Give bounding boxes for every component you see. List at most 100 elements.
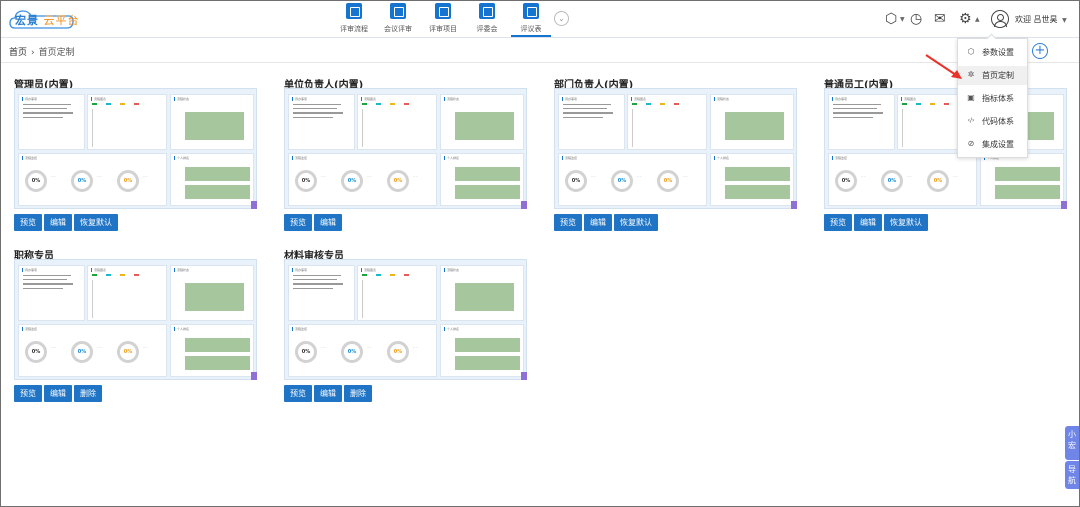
edit-button[interactable]: 编辑: [44, 214, 72, 231]
thumb-flow-pane: 流程状态: [170, 265, 254, 321]
thumb-tasks-pane: 待办事项: [288, 265, 355, 321]
legend-swatch: [376, 274, 381, 276]
caret-down-icon[interactable]: ▼: [900, 16, 905, 23]
menu-item-integration[interactable]: ⊘ 集成设置: [958, 135, 1027, 154]
ring-label: — —: [413, 347, 418, 349]
welcome-text: 欢迎 吕世昊: [1015, 15, 1058, 24]
edit-button[interactable]: 编辑: [44, 385, 72, 402]
thumb-tasks-title: 待办事项: [292, 97, 307, 101]
edit-button[interactable]: 编辑: [314, 214, 342, 231]
delete-button[interactable]: 删除: [344, 385, 372, 402]
progress-ring: 0%: [387, 341, 409, 363]
ring-label: — —: [953, 176, 958, 178]
breadcrumb: 首页 › 首页定制: [9, 45, 75, 58]
template-thumbnail[interactable]: 待办事项 流程图表 流程状态 流程监控 0% — — 0% — —: [284, 259, 527, 380]
progress-ring: 0%: [71, 170, 93, 192]
template-thumbnail[interactable]: 待办事项 流程图表 流程状态 流程监控 0% — — 0% — —: [824, 88, 1067, 209]
legend-swatch: [106, 103, 111, 105]
restore-default-button[interactable]: 恢复默认: [614, 214, 658, 231]
legend-swatch: [376, 103, 381, 105]
legend-swatch: [120, 274, 125, 276]
thumb-person-title: 个人排名: [444, 156, 459, 160]
preview-button[interactable]: 预览: [554, 214, 582, 231]
ring-label: — —: [907, 176, 912, 178]
card-title: 部门负责人(内置): [554, 80, 634, 91]
ring-label: — —: [97, 176, 102, 178]
clock-icon[interactable]: ◷: [910, 11, 923, 27]
thumb-side-tab: [251, 372, 257, 380]
thumb-ring-pane: 流程监控 0% — — 0% — — 0% — —: [288, 153, 437, 206]
thumb-ring-pane: 流程监控 0% — — 0% — — 0% — —: [558, 153, 707, 206]
edit-button[interactable]: 编辑: [854, 214, 882, 231]
menu-item-code[interactable]: ‹/› 代码体系: [958, 112, 1027, 131]
progress-ring: 0%: [927, 170, 949, 192]
thumb-flow-pane: 流程状态: [170, 94, 254, 150]
ring-label: — —: [143, 176, 148, 178]
side-tab-assistant[interactable]: 小宏: [1065, 426, 1079, 460]
nav-committee[interactable]: 评委会: [467, 3, 507, 37]
logo-text[interactable]: 宏景 云平台: [15, 12, 80, 28]
chart-axis: [632, 109, 633, 147]
progress-ring: 0%: [341, 170, 363, 192]
side-tab-navigation[interactable]: 导航: [1065, 461, 1079, 489]
nav-review-process[interactable]: 评审流程: [334, 3, 374, 37]
template-thumbnail[interactable]: 待办事项 流程图表 流程状态 流程监控 0% — — 0% — —: [554, 88, 797, 209]
thumb-person-title: 个人排名: [984, 156, 999, 160]
card-button-group: 预览 编辑 恢复默认: [554, 214, 660, 233]
puzzle-icon: ✲: [967, 70, 975, 79]
template-thumbnail[interactable]: 待办事项 流程图表 流程状态 流程监控 0% — — 0% — —: [284, 88, 527, 209]
legend-swatch: [674, 103, 679, 105]
thumb-green-bar: [725, 167, 790, 181]
preview-button[interactable]: 预览: [824, 214, 852, 231]
nav-more-chevron-icon[interactable]: ⌄: [554, 11, 569, 26]
settings-gear-icon[interactable]: ⚙: [959, 11, 972, 27]
menu-item-params[interactable]: ⬡ 参数设置: [958, 43, 1027, 62]
restore-default-button[interactable]: 恢复默认: [884, 214, 928, 231]
network-icon[interactable]: ⬡: [885, 11, 898, 27]
meeting-icon: [390, 3, 406, 19]
menu-item-indicator[interactable]: ▣ 指标体系: [958, 89, 1027, 108]
progress-ring: 0%: [71, 341, 93, 363]
cloud-logo-icon: [9, 10, 74, 29]
preview-button[interactable]: 预览: [14, 385, 42, 402]
nav-review-project[interactable]: 评审项目: [423, 3, 463, 37]
menu-item-homepage-custom[interactable]: ✲ 首页定制: [958, 66, 1027, 85]
progress-ring: 0%: [611, 170, 633, 192]
nav-evaluation-form[interactable]: 评议表: [511, 3, 551, 37]
breadcrumb-home[interactable]: 首页: [9, 48, 28, 58]
template-thumbnail[interactable]: 待办事项 流程图表 流程状态 流程监控 0% — — 0% — —: [14, 259, 257, 380]
user-caret-icon: ▼: [1062, 17, 1067, 24]
preview-button[interactable]: 预览: [284, 385, 312, 402]
nav-label: 评审流程: [340, 25, 368, 33]
welcome-user[interactable]: 欢迎 吕世昊 ▼: [1015, 14, 1067, 25]
thumb-task-lines: [293, 275, 348, 292]
preview-button[interactable]: 预览: [14, 214, 42, 231]
thumb-tasks-title: 待办事项: [562, 97, 577, 101]
thumb-task-lines: [23, 275, 78, 292]
thumb-task-lines: [293, 104, 348, 121]
thumb-person-pane: 个人排名: [980, 153, 1064, 206]
preview-button[interactable]: 预览: [284, 214, 312, 231]
legend-swatch: [106, 274, 111, 276]
progress-ring: 0%: [117, 341, 139, 363]
gear-outline-icon: ⬡: [967, 47, 975, 56]
progress-ring: 0%: [341, 341, 363, 363]
thumb-chart-title: 流程图表: [361, 97, 376, 101]
thumb-green-bar: [185, 338, 250, 352]
committee-icon: [479, 3, 495, 19]
template-thumbnail[interactable]: 待办事项 流程图表 流程状态 流程监控 0% — — 0% — —: [14, 88, 257, 209]
avatar-icon[interactable]: [991, 10, 1009, 28]
restore-default-button[interactable]: 恢复默认: [74, 214, 118, 231]
edit-button[interactable]: 编辑: [314, 385, 342, 402]
delete-button[interactable]: 删除: [74, 385, 102, 402]
edit-button[interactable]: 编辑: [584, 214, 612, 231]
add-circle-icon[interactable]: +: [1032, 43, 1048, 59]
caret-up-icon[interactable]: ▲: [975, 16, 980, 23]
chart-axis: [92, 109, 93, 147]
progress-ring: 0%: [295, 170, 317, 192]
mail-icon[interactable]: ✉: [934, 11, 946, 27]
thumb-green-block: [455, 283, 514, 311]
ring-label: — —: [637, 176, 642, 178]
nav-meeting-review[interactable]: 会议评审: [378, 3, 418, 37]
thumb-person-title: 个人排名: [714, 156, 729, 160]
